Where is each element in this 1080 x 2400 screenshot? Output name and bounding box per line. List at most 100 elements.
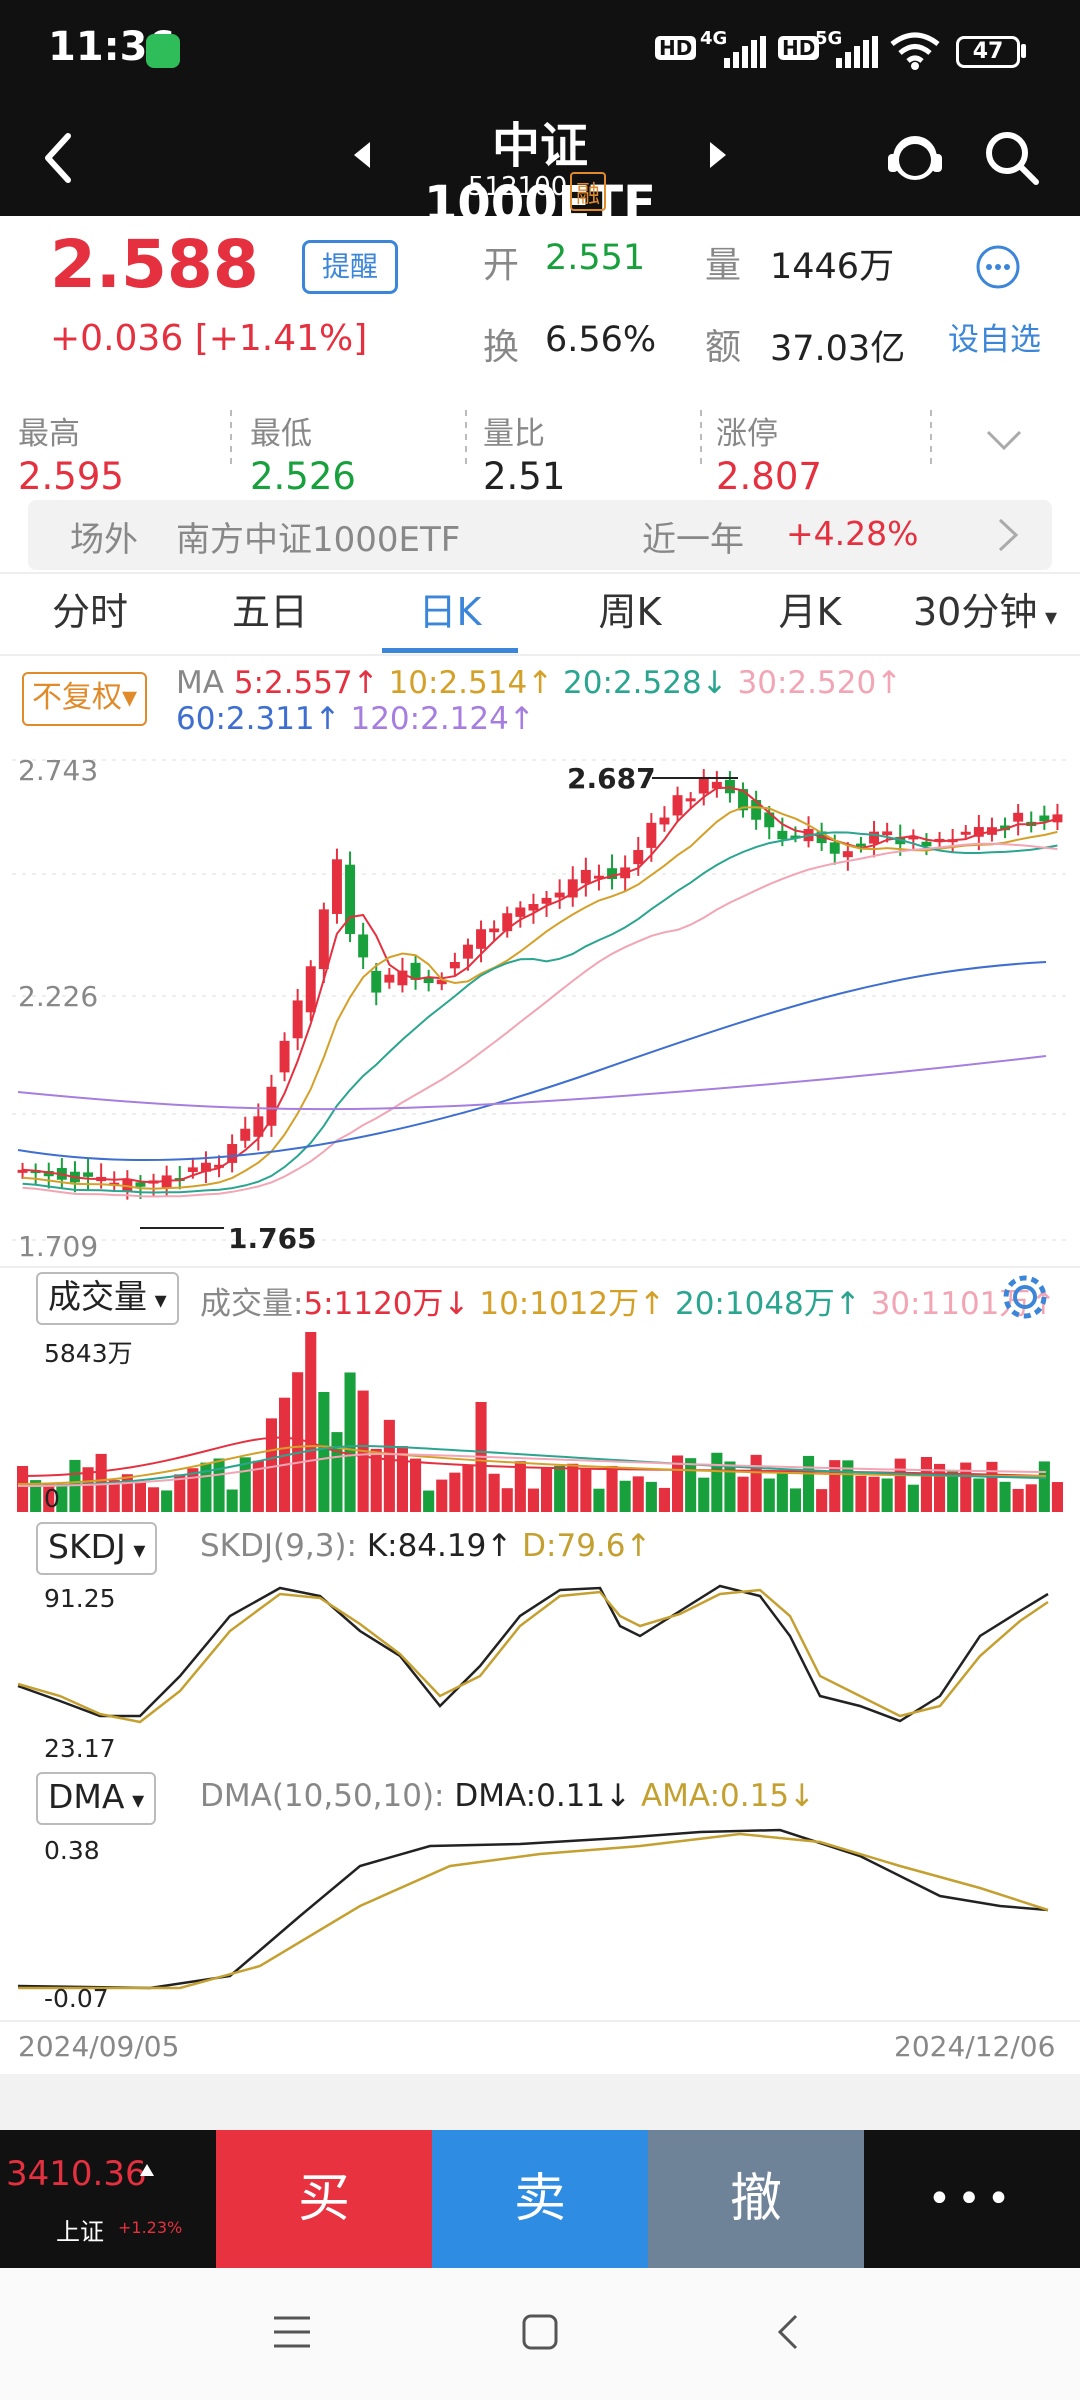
adjust-select[interactable]: 不复权▾ (22, 672, 148, 726)
index-change: +1.23% (118, 2218, 183, 2237)
candle-body (331, 859, 342, 914)
home-icon[interactable] (520, 2312, 560, 2352)
volume-bar (265, 1418, 277, 1512)
candle-body (17, 1169, 28, 1173)
candle-body (882, 831, 893, 836)
dma-indicator-select[interactable]: DMA ▾ (36, 1772, 157, 1825)
volume-bar (672, 1455, 684, 1512)
candle-body (449, 961, 460, 969)
menu-icon[interactable] (272, 2314, 312, 2350)
next-stock-icon[interactable] (706, 140, 730, 170)
volume-indicator-select[interactable]: 成交量 ▾ (36, 1272, 179, 1325)
ma120-value: 120:2.124↑ (350, 701, 535, 737)
active-tab-indicator (382, 648, 518, 653)
index-up-arrow-icon (140, 2164, 154, 2176)
tab-five-day[interactable]: 五日 (231, 590, 308, 634)
dropdown-caret-icon: ▾ (124, 1786, 145, 1814)
candle-body (305, 966, 316, 1013)
candle-body (685, 798, 696, 802)
skdj-params: SKDJ(9,3): (200, 1528, 357, 1564)
volume-bar (593, 1488, 605, 1512)
volume-bar (108, 1480, 120, 1512)
dma-params: DMA(10,50,10): (200, 1778, 445, 1814)
x-axis-end: 2024/12/06 (894, 2030, 1056, 2063)
volume-bar (724, 1461, 736, 1512)
customer-service-icon[interactable] (886, 130, 944, 186)
tabs-bottom-divider (0, 654, 1080, 656)
settings-gear-icon[interactable] (1000, 1272, 1050, 1322)
ma30-value: 30:2.520↑ (737, 665, 903, 701)
cancel-order-button[interactable]: 撤 (648, 2130, 864, 2268)
network-5g-icon: 5G (815, 28, 843, 49)
candle-body (502, 913, 513, 932)
candlestick-chart[interactable] (0, 740, 1080, 1280)
more-options-icon[interactable] (975, 244, 1021, 290)
skdj-indicator-select[interactable]: SKDJ ▾ (36, 1522, 158, 1575)
candle-body (934, 838, 945, 842)
section-spacer (0, 2074, 1080, 2130)
stat-high-value: 2.595 (18, 455, 124, 498)
volume-bar (292, 1372, 304, 1512)
dma-legend: DMA(10,50,10): DMA:0.11↓ AMA:0.15↓ (200, 1778, 815, 1814)
add-watchlist-button[interactable]: 设自选 (948, 322, 1041, 358)
volume-bar (252, 1460, 264, 1512)
volume-bar (960, 1462, 972, 1512)
volume-bar (1038, 1461, 1050, 1512)
system-nav-bar (0, 2268, 1080, 2400)
tab-weekly-k[interactable]: 周K (598, 590, 662, 634)
dropdown-caret-icon: ▾ (1037, 603, 1058, 631)
volume-bar (436, 1479, 448, 1512)
candle-body (724, 779, 735, 794)
candle-body (869, 831, 880, 844)
skdj-chart[interactable] (0, 1576, 1080, 1766)
sell-button[interactable]: 卖 (432, 2130, 648, 2268)
system-back-icon[interactable] (772, 2312, 802, 2352)
divider (0, 2020, 1080, 2022)
expand-chevron-icon[interactable] (984, 428, 1024, 452)
y-axis-top-label: 2.743 (18, 754, 99, 787)
candle-body (43, 1170, 54, 1177)
offexchange-period: 近一年 (642, 520, 744, 560)
remind-button[interactable]: 提醒 (302, 240, 398, 294)
ma30-line (22, 842, 1058, 1198)
ma10-line (22, 806, 1058, 1190)
skdj-d-line (17, 1588, 1049, 1724)
prev-stock-icon[interactable] (350, 140, 374, 170)
vol-ma5: 5:1120万↓ (303, 1286, 470, 1322)
candle-body (135, 1182, 146, 1187)
volume-bar (698, 1477, 710, 1512)
candle-body (698, 776, 709, 794)
turnover-value: 6.56% (545, 320, 657, 360)
stat-low-label: 最低 (250, 416, 312, 452)
candle-body (855, 843, 866, 847)
ma60-line (17, 961, 1047, 1162)
tab-30min[interactable]: 30分钟 ▾ (900, 580, 1070, 650)
volume-bar (56, 1484, 68, 1512)
candle-body (764, 812, 775, 828)
volume-max-label: 5843万 (44, 1339, 133, 1368)
index-ticker[interactable]: 3410.36 上证 +1.23% (0, 2130, 216, 2268)
price-change-pct: [+1.41%] (194, 318, 368, 359)
volume-bar (488, 1473, 500, 1512)
app-notification-icon (146, 34, 180, 68)
search-icon[interactable] (982, 128, 1042, 188)
buy-button[interactable]: 买 (216, 2130, 432, 2268)
ma10-value: 10:2.514↑ (388, 665, 554, 701)
volume-bar (200, 1462, 212, 1512)
tab-daily-k[interactable]: 日K (418, 590, 482, 634)
volume-bar (816, 1489, 828, 1512)
volume-chart[interactable] (0, 1326, 1080, 1516)
dma-chart[interactable] (0, 1826, 1080, 2026)
price-change-line: +0.036 [+1.41%] (50, 318, 367, 359)
offexchange-bar[interactable]: 场外 南方中证1000ETF 近一年 +4.28% (28, 500, 1052, 570)
volume-bar (514, 1461, 526, 1512)
candle-body (240, 1128, 251, 1141)
tab-monthly-k[interactable]: 月K (778, 590, 842, 634)
back-icon[interactable] (38, 130, 78, 186)
more-button[interactable]: ••• (864, 2130, 1080, 2268)
candle-body (476, 929, 487, 949)
volume-bar (344, 1372, 356, 1512)
adjust-select-label: 不复权 (32, 680, 122, 715)
candle-body (345, 864, 356, 935)
tab-intraday[interactable]: 分时 (51, 590, 128, 634)
